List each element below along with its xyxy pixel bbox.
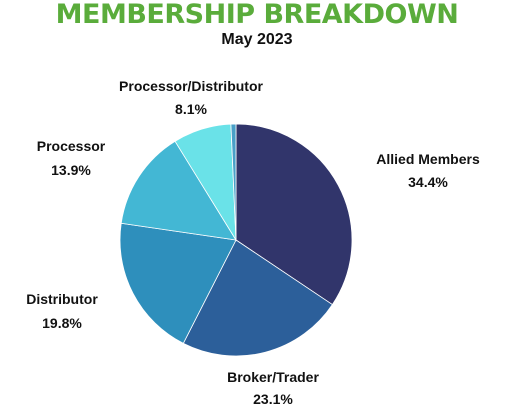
slice-label-allied-members: Allied Members: [376, 151, 480, 167]
pie-slice-distributor: [119, 222, 237, 344]
chart-subtitle: May 2023: [221, 31, 293, 48]
pie-slice-broker-trader: [182, 239, 333, 357]
slice-label-broker-trader: Broker/Trader: [227, 369, 319, 385]
slice-value-broker-trader: 23.1%: [253, 391, 293, 407]
pie-slice-allied-members: [235, 123, 353, 306]
slice-label-processor-distributor: Processor/Distributor: [119, 78, 263, 94]
slice-value-allied-members: 34.4%: [408, 174, 448, 190]
slice-value-processor-distributor: 8.1%: [175, 101, 207, 117]
pie-slice-processor: [120, 140, 237, 241]
slice-value-distributor: 19.8%: [42, 315, 82, 331]
slice-value-processor: 13.9%: [51, 162, 91, 178]
pie-slice-other: [230, 123, 237, 241]
slice-label-distributor: Distributor: [26, 291, 98, 307]
slice-label-processor: Processor: [37, 138, 106, 154]
chart-title: MEMBERSHIP BREAKDOWN: [55, 0, 459, 30]
